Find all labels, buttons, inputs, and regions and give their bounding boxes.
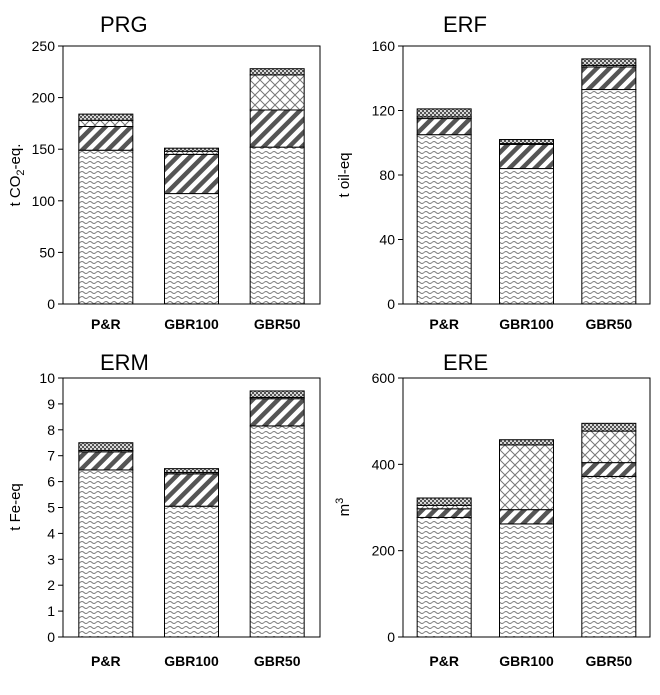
y-tick-label: 9 xyxy=(47,396,55,412)
bar-segment-waves xyxy=(416,516,472,638)
bar-segment-checker xyxy=(164,468,219,474)
bar-segment-checker xyxy=(581,422,637,432)
y-tick-label: 0 xyxy=(47,629,55,645)
bar-segment-waves xyxy=(164,505,219,638)
bar-segment-diagonal xyxy=(581,66,637,91)
bar-segment-diagonal xyxy=(164,473,219,507)
y-tick-label: 600 xyxy=(372,370,396,386)
bar-segment-waves xyxy=(249,146,305,305)
y-axis-label: t Fe-eq xyxy=(7,483,24,531)
y-tick-label: 5 xyxy=(47,500,55,516)
bar-segment-waves xyxy=(581,89,637,305)
y-tick-label: 100 xyxy=(32,193,56,209)
y-tick-label: 8 xyxy=(47,422,55,438)
y-tick-label: 400 xyxy=(372,456,396,472)
bar-segment-checker xyxy=(416,108,472,118)
y-tick-label: 40 xyxy=(379,232,395,248)
bar-segment-checker xyxy=(78,442,134,452)
x-category-label: P&R xyxy=(91,653,121,669)
bar-segment-crosshatch xyxy=(416,504,472,510)
bar-segment-waves xyxy=(164,193,219,305)
y-tick-label: 80 xyxy=(379,167,395,183)
bar-segment-diagonal xyxy=(416,508,472,518)
bar-segment-diagonal xyxy=(581,462,637,477)
y-tick-label: 150 xyxy=(32,141,56,157)
y-axis-label: m3 xyxy=(334,498,353,517)
bar-segment-checker xyxy=(249,390,305,398)
y-axis-label: t CO2-eq. xyxy=(7,144,27,207)
y-tick-label: 3 xyxy=(47,551,55,567)
y-tick-label: 160 xyxy=(372,38,396,54)
bar-segment-waves xyxy=(581,475,637,638)
bar-segment-waves xyxy=(499,168,554,305)
y-tick-label: 50 xyxy=(39,244,55,260)
y-tick-label: 0 xyxy=(387,629,395,645)
y-tick-label: 200 xyxy=(372,543,396,559)
chart-title: ERE xyxy=(443,350,488,375)
bar-segment-waves xyxy=(249,425,305,638)
bar-segment-checker xyxy=(499,139,554,145)
bar-segment-crosshatch xyxy=(499,444,554,511)
bar-segment-diagonal xyxy=(164,153,219,195)
y-tick-label: 6 xyxy=(47,474,55,490)
x-category-label: P&R xyxy=(429,653,459,669)
bar-segment-waves xyxy=(78,469,134,638)
chart-prg: PRG 0 50 100 150 200 250 t CO2-eq. P&R GBR100 GBR5… xyxy=(7,12,321,332)
x-category-label: GBR100 xyxy=(499,653,554,669)
bar-segment-crosshatch xyxy=(581,430,637,464)
y-tick-label: 1 xyxy=(47,603,55,619)
bar-segment-checker xyxy=(164,147,219,152)
bar-segment-waves xyxy=(499,523,554,638)
bar-segment-checker xyxy=(581,58,637,66)
bar-segment-diagonal xyxy=(499,509,554,525)
x-category-label: GBR100 xyxy=(499,316,554,332)
y-tick-label: 250 xyxy=(32,38,56,54)
y-tick-label: 200 xyxy=(32,90,56,106)
x-category-label: GBR100 xyxy=(164,653,219,669)
chart-erf: ERF 0 40 80 120 160 t oil-eq P&R GBR100 GBR50 xyxy=(336,12,651,332)
bar-segment-diagonal xyxy=(249,109,305,148)
chart-ere: ERE 0 200 400 600 m3 P&R GBR100 GBR50 xyxy=(334,350,651,669)
x-category-label: GBR50 xyxy=(585,653,632,669)
bar-segment-waves xyxy=(416,134,472,305)
bar-segment-checker xyxy=(78,113,134,121)
y-tick-label: 10 xyxy=(39,370,55,386)
bar-segment-checker xyxy=(499,439,554,446)
x-category-label: GBR50 xyxy=(254,653,301,669)
chart-title: PRG xyxy=(100,12,148,37)
y-tick-label: 7 xyxy=(47,448,55,464)
x-category-label: GBR100 xyxy=(164,316,219,332)
chart-erm: ERM 0 1 2 3 4 5 6 7 8 9 10 t Fe-eq P&R GBR100 GBR50 xyxy=(7,350,321,669)
bar-segment-diagonal xyxy=(78,125,134,151)
y-tick-label: 2 xyxy=(47,577,55,593)
y-tick-label: 4 xyxy=(47,525,55,541)
chart-title: ERF xyxy=(443,12,487,37)
y-tick-label: 0 xyxy=(387,296,395,312)
bar-segment-crosshatch xyxy=(78,119,134,127)
bar-segment-waves xyxy=(78,149,134,305)
x-category-label: P&R xyxy=(91,316,121,332)
bar-segment-crosshatch xyxy=(249,74,305,111)
bar-segment-diagonal xyxy=(249,398,305,427)
x-category-label: GBR50 xyxy=(585,316,632,332)
x-category-label: GBR50 xyxy=(254,316,301,332)
y-axis-label: t oil-eq xyxy=(336,152,353,197)
x-category-label: P&R xyxy=(429,316,459,332)
bar-segment-diagonal xyxy=(499,143,554,170)
bar-segment-diagonal xyxy=(78,451,134,471)
y-tick-label: 120 xyxy=(372,103,396,119)
bar-segment-checker xyxy=(249,68,305,76)
bar-segment-checker xyxy=(416,497,472,506)
y-tick-label: 0 xyxy=(47,296,55,312)
bar-segment-diagonal xyxy=(416,118,472,136)
chart-title: ERM xyxy=(100,350,149,375)
